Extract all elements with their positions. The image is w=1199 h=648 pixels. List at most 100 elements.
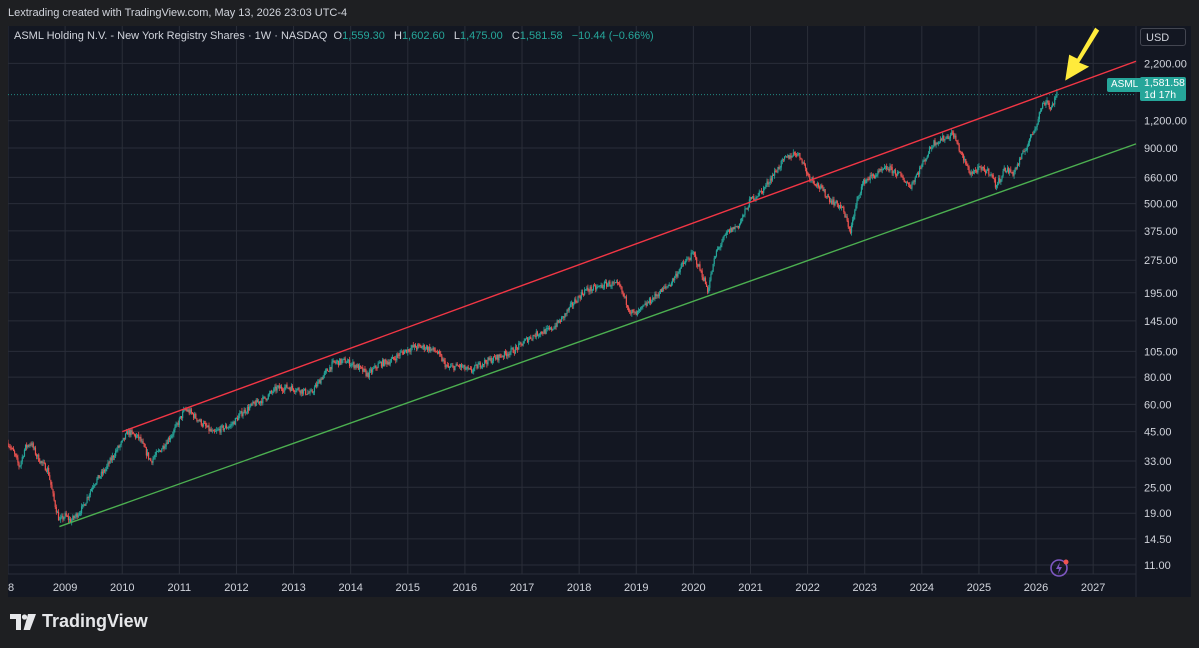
candle-down bbox=[204, 423, 206, 424]
candle-down bbox=[205, 423, 207, 426]
candle-up bbox=[124, 433, 127, 440]
candle-up bbox=[631, 309, 633, 314]
candle-down bbox=[298, 388, 300, 391]
candle-down bbox=[904, 182, 906, 183]
candle-up bbox=[547, 328, 549, 329]
candle-up bbox=[199, 419, 201, 422]
candle-down bbox=[52, 489, 54, 494]
symbol-legend[interactable]: ASML Holding N.V. - New York Registry Sh… bbox=[14, 29, 654, 43]
y-tick-label: 145.00 bbox=[1144, 316, 1178, 328]
candle-up bbox=[211, 430, 213, 432]
candle-up bbox=[1056, 92, 1058, 97]
y-tick-label: 2,200.00 bbox=[1144, 58, 1187, 70]
candle-up bbox=[1033, 130, 1035, 135]
candle-down bbox=[426, 346, 429, 351]
candle-up bbox=[972, 171, 975, 174]
candle-down bbox=[992, 175, 994, 179]
tradingview-logo[interactable]: TradingView bbox=[10, 611, 148, 632]
candle-up bbox=[22, 456, 24, 458]
candle-down bbox=[308, 392, 310, 394]
candle-up bbox=[481, 364, 484, 367]
candle-down bbox=[962, 154, 965, 161]
candle-up bbox=[589, 286, 591, 292]
candle-up bbox=[640, 307, 642, 310]
candle-up bbox=[528, 339, 530, 343]
candle-up bbox=[37, 454, 39, 457]
candle-down bbox=[30, 444, 32, 446]
candle-down bbox=[979, 166, 981, 168]
candle-up bbox=[345, 362, 347, 364]
candle-up bbox=[221, 425, 223, 427]
candle-up bbox=[604, 282, 607, 283]
candle-down bbox=[924, 160, 926, 162]
candle-up bbox=[911, 183, 913, 189]
candle-down bbox=[333, 360, 335, 362]
candle-up bbox=[596, 287, 598, 290]
lightning-icon[interactable] bbox=[1048, 556, 1072, 585]
candle-up bbox=[374, 365, 376, 368]
candle-up bbox=[876, 174, 878, 176]
candle-up bbox=[854, 210, 856, 217]
candle-up bbox=[71, 520, 73, 523]
candle-down bbox=[999, 178, 1001, 183]
candle-down bbox=[805, 168, 808, 174]
candle-up bbox=[823, 189, 825, 191]
candle-up bbox=[358, 365, 361, 370]
candle-up bbox=[922, 160, 924, 165]
candle-up bbox=[61, 515, 63, 518]
candle-down bbox=[258, 401, 261, 404]
candle-up bbox=[721, 242, 723, 245]
candle-down bbox=[806, 173, 809, 175]
candle-down bbox=[733, 227, 735, 230]
candle-up bbox=[263, 396, 265, 398]
candle-up bbox=[811, 177, 813, 180]
candle-up bbox=[923, 160, 925, 161]
candle-down bbox=[943, 136, 945, 141]
currency-selector[interactable]: USD bbox=[1140, 28, 1186, 46]
candle-down bbox=[1032, 134, 1034, 135]
candle-up bbox=[573, 303, 575, 306]
candle-down bbox=[868, 179, 870, 181]
candle-up bbox=[228, 427, 230, 428]
candle-up bbox=[238, 415, 240, 421]
candle-up bbox=[232, 421, 234, 425]
candle-down bbox=[201, 425, 204, 427]
candle-up bbox=[552, 329, 554, 331]
candle-down bbox=[971, 172, 973, 174]
candle-down bbox=[486, 362, 488, 365]
candle-up bbox=[764, 187, 766, 189]
candle-up bbox=[546, 328, 548, 329]
candle-up bbox=[141, 441, 143, 443]
candle-down bbox=[967, 166, 969, 167]
candle-down bbox=[500, 356, 502, 358]
candle-up bbox=[569, 304, 571, 307]
chart-area[interactable]: 2,200.00 1,200.00 900.00 660.00 500.00 375.00… bbox=[8, 26, 1191, 597]
candle-down bbox=[955, 135, 957, 141]
candle-down bbox=[753, 196, 755, 201]
candle-up bbox=[865, 179, 867, 184]
candle-up bbox=[68, 518, 71, 521]
candle-up bbox=[685, 260, 687, 264]
candle-down bbox=[900, 172, 902, 177]
candle-up bbox=[325, 369, 328, 371]
candle-up bbox=[121, 440, 123, 443]
candle-up bbox=[19, 465, 21, 467]
candle-up bbox=[791, 156, 793, 158]
candle-up bbox=[641, 306, 643, 308]
candle-down bbox=[8, 446, 10, 447]
candle-up bbox=[468, 368, 470, 370]
chart-plot[interactable]: 2,200.00 1,200.00 900.00 660.00 500.00 375.00… bbox=[8, 26, 1191, 597]
candle-up bbox=[336, 360, 339, 362]
candle-up bbox=[59, 519, 61, 521]
candle-up bbox=[779, 167, 781, 169]
candle-up bbox=[562, 316, 564, 318]
candle-up bbox=[179, 416, 182, 419]
candle-up bbox=[954, 135, 956, 138]
candle-up bbox=[568, 306, 570, 311]
candle-down bbox=[517, 347, 519, 350]
candle-down bbox=[392, 356, 395, 359]
candle-up bbox=[267, 394, 269, 399]
candle-up bbox=[164, 446, 166, 449]
candle-down bbox=[436, 352, 439, 354]
candle-down bbox=[190, 409, 193, 413]
